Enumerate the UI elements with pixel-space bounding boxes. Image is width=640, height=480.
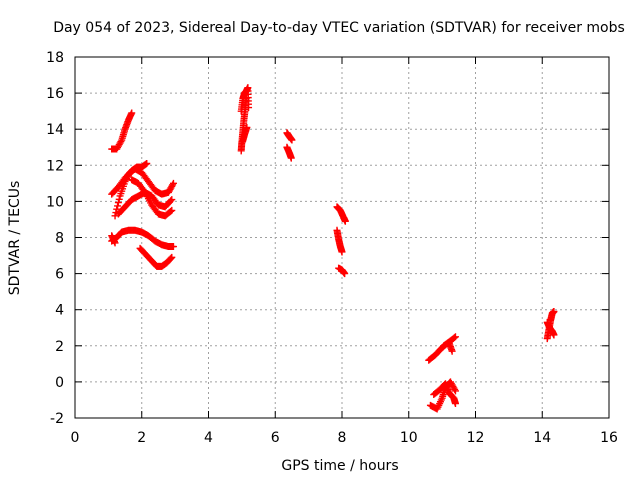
data-point <box>242 95 250 103</box>
data-point <box>341 270 349 278</box>
data-point <box>168 206 176 214</box>
x-axis-label: GPS time / hours <box>281 458 398 474</box>
chart-title: Day 054 of 2023, Sidereal Day-to-day VTE… <box>53 20 625 36</box>
data-point <box>113 205 121 213</box>
grid-lines <box>75 57 609 418</box>
data-point <box>451 387 459 395</box>
y-tick-labels: -2 0 2 4 6 8 10 12 14 16 18 <box>46 50 64 427</box>
data-point <box>169 181 177 189</box>
x-tick-label: 12 <box>467 430 485 446</box>
data-point <box>451 333 459 341</box>
x-tick-labels: 0 2 4 6 8 10 12 14 16 <box>71 430 618 446</box>
data-point <box>169 243 177 251</box>
data-point <box>117 138 125 146</box>
data-point <box>114 202 122 210</box>
x-tick-label: 0 <box>71 430 80 446</box>
data-point <box>168 253 176 261</box>
x-tick-label: 6 <box>271 430 280 446</box>
data-point <box>114 199 122 207</box>
data-point <box>167 207 175 215</box>
y-tick-label: 0 <box>55 375 64 391</box>
data-point <box>167 254 175 262</box>
data-point <box>169 179 177 187</box>
data-point <box>451 385 459 393</box>
data-points <box>108 84 558 413</box>
data-point <box>115 195 123 203</box>
y-tick-label: 14 <box>46 122 64 138</box>
y-tick-label: 4 <box>55 303 64 319</box>
data-point <box>288 136 296 144</box>
data-point <box>243 123 251 131</box>
x-tick-label: 4 <box>204 430 213 446</box>
y-tick-label: -2 <box>50 411 64 427</box>
x-tick-label: 2 <box>137 430 146 446</box>
y-tick-label: 16 <box>46 86 64 102</box>
x-tick-label: 16 <box>600 430 618 446</box>
y-tick-label: 12 <box>46 158 64 174</box>
y-tick-label: 10 <box>46 194 64 210</box>
data-point <box>168 196 176 204</box>
data-point <box>450 334 458 342</box>
data-point <box>550 308 558 316</box>
x-tick-label: 10 <box>400 430 418 446</box>
y-tick-label: 2 <box>55 339 64 355</box>
y-tick-label: 8 <box>55 231 64 247</box>
x-tick-label: 14 <box>533 430 551 446</box>
data-point <box>128 109 136 117</box>
data-point <box>341 217 349 225</box>
y-axis-label: SDTVAR / TECUs <box>7 181 23 296</box>
data-point <box>140 187 148 195</box>
data-point <box>448 347 456 355</box>
data-point <box>550 331 558 339</box>
data-point <box>451 400 459 408</box>
x-tick-label: 8 <box>338 430 347 446</box>
data-point <box>338 248 346 256</box>
y-tick-label: 6 <box>55 267 64 283</box>
data-point <box>143 159 151 167</box>
data-point <box>287 154 295 162</box>
data-point <box>167 197 175 205</box>
plot-frame <box>74 56 610 419</box>
y-tick-label: 18 <box>46 50 64 66</box>
data-point <box>111 239 119 247</box>
